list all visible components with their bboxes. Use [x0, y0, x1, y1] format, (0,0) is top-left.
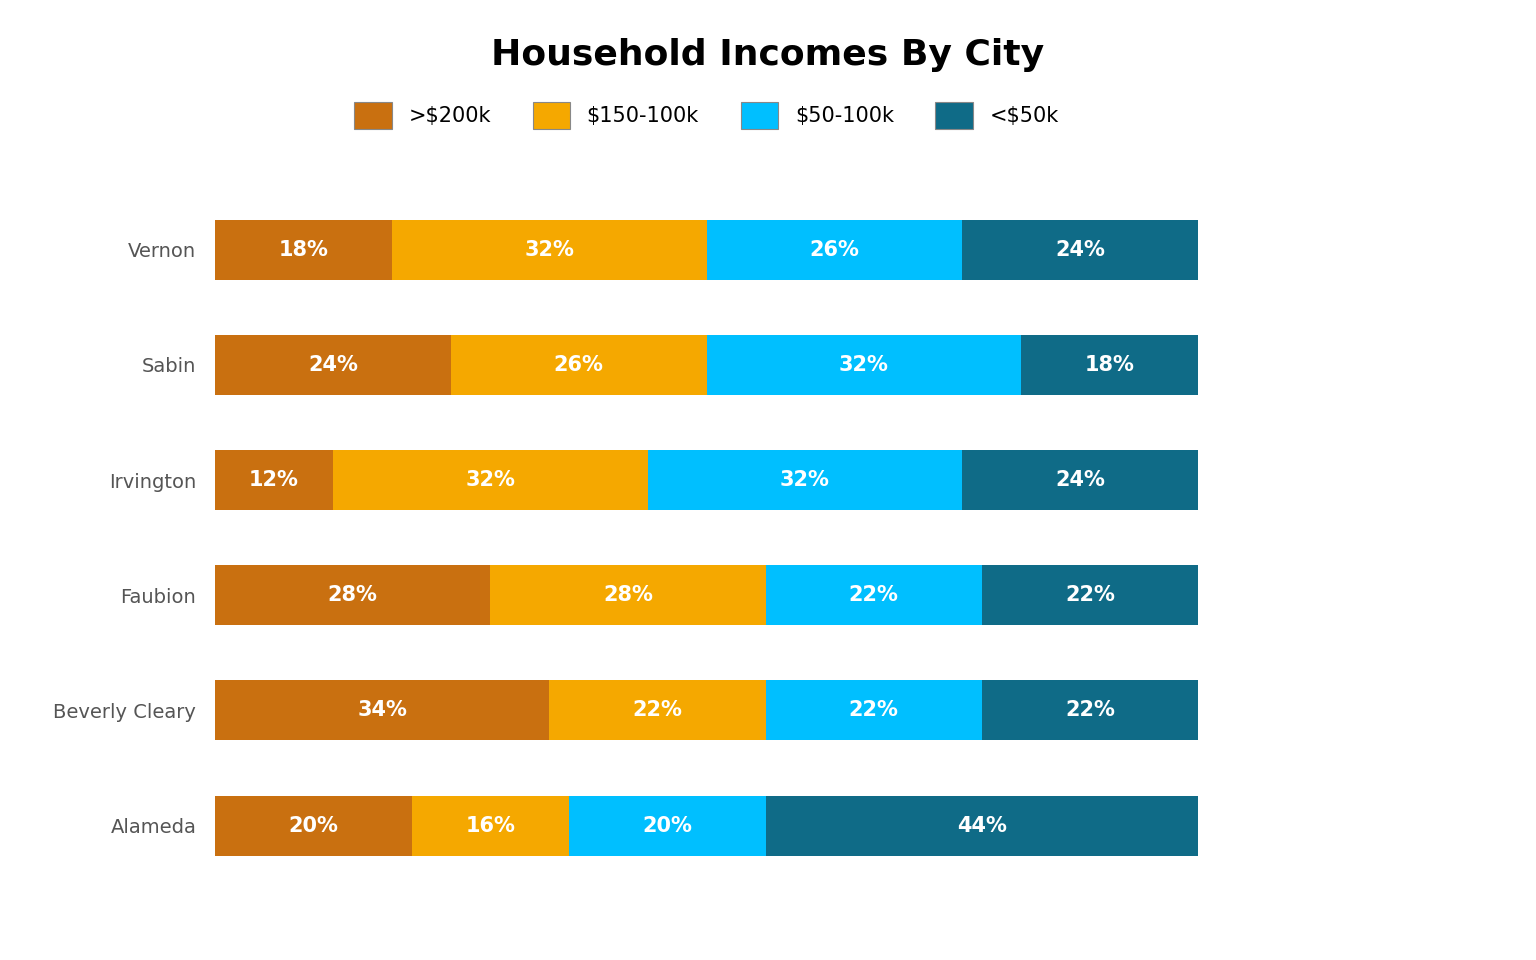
Bar — [707, 335, 1021, 395]
Text: 32%: 32% — [524, 240, 574, 259]
Bar — [215, 335, 452, 395]
Bar — [452, 335, 707, 395]
Text: 24%: 24% — [1055, 470, 1104, 490]
Bar — [962, 450, 1198, 510]
Text: 26%: 26% — [554, 355, 604, 374]
Text: 16%: 16% — [465, 816, 515, 835]
Text: 20%: 20% — [289, 816, 338, 835]
Text: 24%: 24% — [309, 355, 358, 374]
Text: 22%: 22% — [849, 586, 899, 605]
Text: 28%: 28% — [604, 586, 653, 605]
Bar — [412, 796, 568, 855]
Bar — [215, 565, 490, 625]
Text: 32%: 32% — [465, 470, 515, 490]
Bar — [707, 220, 962, 279]
Bar — [982, 565, 1198, 625]
Text: 22%: 22% — [849, 701, 899, 720]
Text: 34%: 34% — [358, 701, 407, 720]
Text: 18%: 18% — [278, 240, 329, 259]
Bar — [215, 450, 333, 510]
Bar — [568, 796, 765, 855]
Bar — [765, 681, 982, 740]
Bar — [765, 796, 1198, 855]
Text: 44%: 44% — [957, 816, 1006, 835]
Bar — [648, 450, 962, 510]
Text: 12%: 12% — [249, 470, 300, 490]
Bar — [962, 220, 1198, 279]
Bar — [490, 565, 765, 625]
Legend: >$200k, $150-100k, $50-100k, <$50k: >$200k, $150-100k, $50-100k, <$50k — [344, 92, 1069, 139]
Text: 24%: 24% — [1055, 240, 1104, 259]
Text: 32%: 32% — [780, 470, 829, 490]
Bar — [333, 450, 648, 510]
Bar — [215, 681, 550, 740]
Text: 22%: 22% — [633, 701, 682, 720]
Text: 22%: 22% — [1064, 586, 1115, 605]
Bar — [215, 796, 412, 855]
Bar — [550, 681, 765, 740]
Bar — [982, 681, 1198, 740]
Bar — [765, 565, 982, 625]
Bar — [1021, 335, 1198, 395]
Text: 28%: 28% — [327, 586, 378, 605]
Bar — [215, 220, 392, 279]
Text: 22%: 22% — [1064, 701, 1115, 720]
Text: 20%: 20% — [642, 816, 693, 835]
Text: 18%: 18% — [1084, 355, 1135, 374]
Text: 32%: 32% — [839, 355, 889, 374]
Bar — [392, 220, 707, 279]
Text: Household Incomes By City: Household Incomes By City — [492, 38, 1044, 72]
Text: 26%: 26% — [809, 240, 859, 259]
